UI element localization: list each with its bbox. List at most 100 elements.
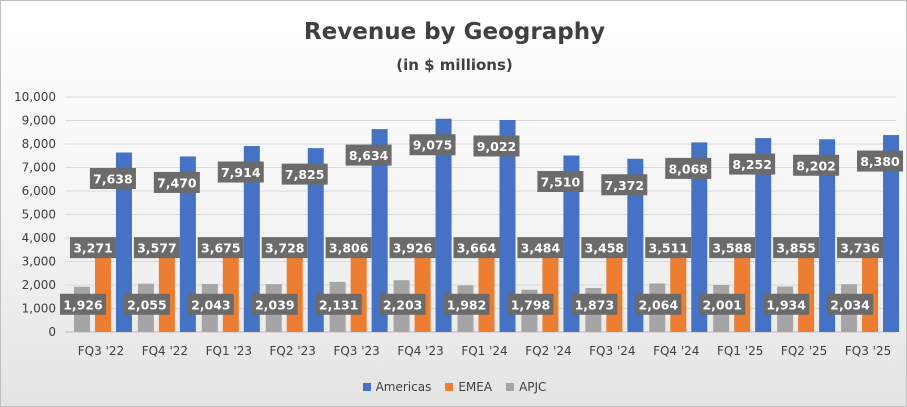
- data-label-box-americas: [793, 154, 840, 176]
- legend-item-emea: EMEA: [445, 380, 492, 394]
- y-tick-label: 5,000: [22, 208, 56, 222]
- x-tick-label: FQ1 '24: [461, 344, 507, 358]
- y-tick-label: 3,000: [22, 255, 56, 269]
- legend-label-americas: Americas: [375, 380, 432, 394]
- y-tick-label: 4,000: [22, 231, 56, 245]
- bar-americas: [755, 138, 772, 332]
- legend-item-apjc: APJC: [506, 380, 546, 394]
- data-label-emea: 3,664: [457, 241, 497, 256]
- x-tick-label: FQ2 '24: [525, 344, 571, 358]
- data-label-box-apjc: [443, 293, 490, 315]
- data-label-box-americas: [601, 174, 648, 196]
- data-label-apjc: 2,034: [830, 297, 870, 312]
- bar-emea: [542, 250, 559, 332]
- bar-emea: [670, 249, 687, 332]
- data-label-americas: 7,372: [605, 178, 645, 193]
- data-label-box-americas: [537, 171, 584, 193]
- data-label-emea: 3,728: [265, 241, 305, 256]
- data-label-box-emea: [581, 237, 628, 259]
- data-label-apjc: 2,203: [383, 297, 423, 312]
- data-label-emea: 3,577: [137, 241, 177, 256]
- bar-americas: [179, 156, 196, 332]
- x-tick-label: FQ1 '25: [717, 344, 763, 358]
- data-label-apjc: 2,039: [255, 297, 295, 312]
- x-tick-label: FQ3 '22: [78, 344, 124, 358]
- y-tick-label: 0: [48, 325, 56, 339]
- data-label-emea: 3,675: [201, 241, 241, 256]
- data-label-apjc: 1,798: [511, 297, 551, 312]
- x-tick-label: FQ3 '25: [845, 344, 891, 358]
- bar-americas: [435, 118, 452, 332]
- x-tick-label: FQ2 '25: [781, 344, 827, 358]
- data-label-box-emea: [389, 237, 436, 259]
- legend-swatch-emea: [445, 383, 454, 391]
- data-label-box-emea: [133, 237, 180, 259]
- bar-americas: [307, 148, 324, 332]
- data-label-box-americas: [89, 168, 136, 190]
- data-label-box-americas: [729, 153, 776, 175]
- data-label-box-emea: [325, 237, 372, 259]
- data-label-box-emea: [709, 237, 756, 259]
- y-tick-label: 9,000: [22, 114, 56, 128]
- legend-label-apjc: APJC: [519, 380, 547, 394]
- data-label-box-apjc: [379, 293, 426, 315]
- data-label-americas: 9,075: [413, 138, 453, 153]
- bar-emea: [606, 250, 623, 332]
- y-tick-label: 7,000: [22, 161, 56, 175]
- data-label-box-apjc: [187, 293, 234, 315]
- data-label-box-americas: [857, 150, 903, 172]
- data-label-americas: 8,634: [349, 148, 389, 163]
- data-label-box-apjc: [571, 293, 618, 315]
- data-label-apjc: 2,131: [319, 297, 359, 312]
- x-tick-label: FQ2 '23: [270, 344, 316, 358]
- legend-label-emea: EMEA: [458, 380, 493, 394]
- data-label-emea: 3,511: [648, 241, 688, 256]
- chart-subtitle: (in $ millions): [396, 56, 513, 74]
- bar-americas: [691, 142, 708, 332]
- data-label-americas: 7,914: [221, 165, 261, 180]
- bar-americas: [819, 139, 836, 332]
- data-label-box-apjc: [699, 293, 746, 315]
- data-label-americas: 9,022: [477, 139, 517, 154]
- data-label-americas: 8,202: [796, 158, 836, 173]
- data-label-box-americas: [217, 161, 264, 183]
- legend-swatch-apjc: [506, 383, 515, 391]
- bar-americas: [563, 155, 580, 332]
- data-label-emea: 3,736: [840, 241, 880, 256]
- x-tick-label: FQ4 '24: [653, 344, 699, 358]
- data-label-apjc: 2,055: [127, 297, 167, 312]
- data-label-emea: 3,271: [73, 241, 113, 256]
- data-label-emea: 3,806: [329, 241, 369, 256]
- bar-americas: [243, 146, 260, 332]
- data-label-box-apjc: [251, 293, 298, 315]
- data-label-box-apjc: [827, 293, 874, 315]
- x-tick-label: FQ1 '23: [206, 344, 252, 358]
- data-label-emea: 3,855: [776, 241, 816, 256]
- data-label-box-americas: [345, 144, 392, 166]
- data-label-box-americas: [153, 171, 200, 193]
- data-label-box-emea: [261, 237, 308, 259]
- x-tick-label: FQ3 '23: [333, 344, 379, 358]
- data-label-emea: 3,926: [393, 241, 433, 256]
- bar-emea: [158, 247, 175, 332]
- data-label-apjc: 2,064: [639, 297, 679, 312]
- data-label-americas: 7,638: [93, 172, 133, 187]
- x-tick-label: FQ3 '24: [589, 344, 635, 358]
- bar-americas: [115, 152, 132, 332]
- data-label-americas: 8,252: [732, 157, 772, 172]
- data-label-box-americas: [409, 134, 456, 156]
- data-label-box-apjc: [507, 293, 554, 315]
- legend-item-americas: Americas: [362, 380, 432, 394]
- y-tick-label: 10,000: [14, 90, 56, 104]
- y-tick-label: 8,000: [22, 137, 56, 151]
- chart-legend: Americas EMEA APJC: [1, 380, 906, 394]
- data-label-box-emea: [69, 237, 116, 259]
- data-label-box-emea: [453, 237, 500, 259]
- data-label-apjc: 2,043: [191, 297, 231, 312]
- data-label-box-emea: [837, 237, 884, 259]
- bar-americas: [883, 135, 900, 332]
- data-label-emea: 3,484: [521, 241, 561, 256]
- data-label-box-apjc: [763, 293, 810, 315]
